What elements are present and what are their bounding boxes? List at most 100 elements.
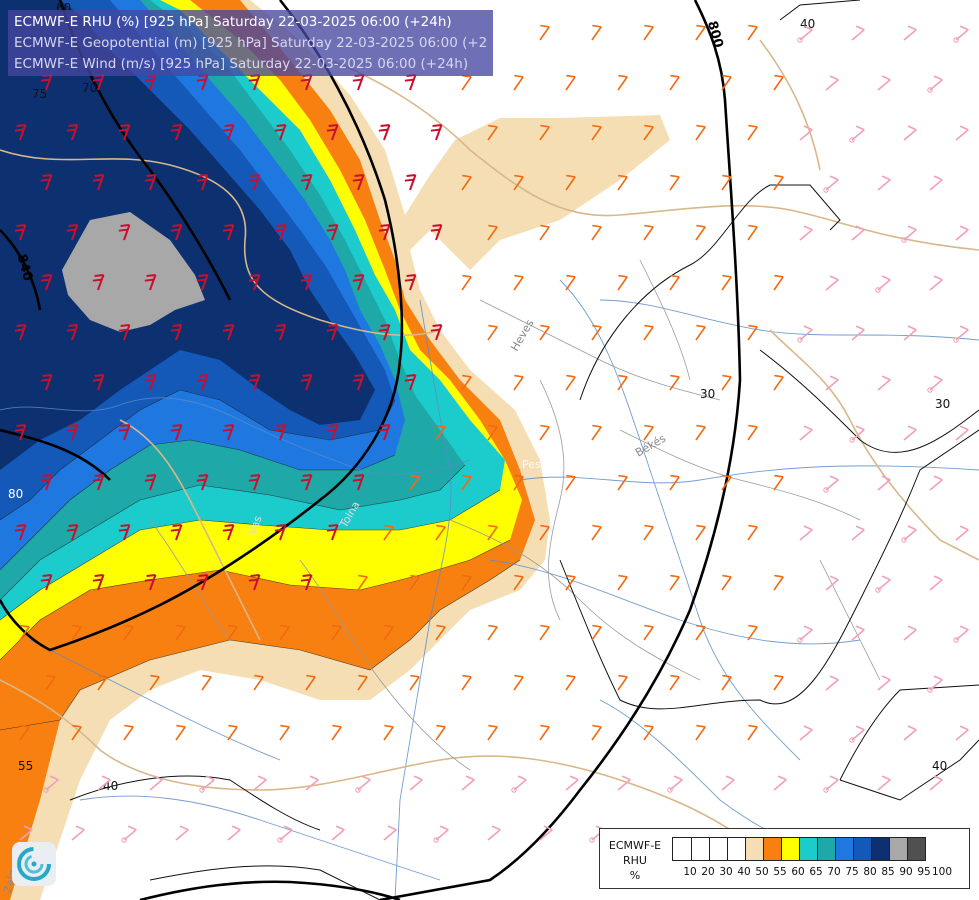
wind-barb: [903, 725, 917, 741]
wind-barb: [539, 424, 550, 441]
wind-barb: [274, 423, 287, 441]
wind-barb: [823, 475, 839, 493]
wind-barb: [591, 624, 602, 641]
wind-barb: [66, 123, 79, 141]
wind-barb: [227, 624, 238, 641]
wind-barb: [326, 123, 339, 141]
wind-barb: [617, 474, 628, 491]
wind-barb: [825, 275, 839, 291]
wind-barb: [849, 125, 865, 143]
wind-barb: [721, 74, 732, 91]
rhu-band-90: [62, 212, 205, 332]
wind-barb: [877, 375, 891, 391]
wind-barb: [825, 575, 839, 591]
legend-swatch: [817, 838, 835, 860]
wind-barb: [118, 523, 131, 541]
wind-barb: [144, 573, 157, 591]
wind-barb: [227, 825, 241, 841]
wind-barb: [461, 674, 472, 691]
wind-barb: [799, 425, 813, 441]
wind-barb: [404, 173, 417, 191]
wind-barb: [144, 373, 157, 391]
wind-barb: [773, 474, 784, 491]
ecmwf-swirl-icon: [12, 842, 56, 886]
wind-barb: [797, 625, 813, 643]
wind-barb: [331, 724, 342, 741]
wind-barb: [404, 373, 417, 391]
wind-barb: [747, 624, 758, 641]
wind-barb: [19, 825, 33, 841]
wind-barb: [903, 325, 917, 341]
wind-barb: [669, 174, 680, 191]
wind-barb: [144, 473, 157, 491]
wind-barb: [433, 825, 449, 843]
wind-barb: [40, 473, 53, 491]
legend-swatch: [853, 838, 871, 860]
wind-barb: [43, 775, 59, 793]
wind-barb: [877, 475, 891, 491]
wind-barb: [409, 674, 420, 691]
legend-swatch: [871, 838, 889, 860]
legend-tick: 20: [701, 866, 715, 878]
rhu-label-75: 75: [32, 87, 47, 101]
legend-swatch: [781, 838, 799, 860]
rhu-contour-lines: [0, 389, 521, 731]
legend-swatch: [835, 838, 853, 860]
wind-barb: [378, 423, 391, 441]
wind-barb: [799, 725, 813, 741]
wind-barb: [799, 525, 813, 541]
legend-tick: 85: [881, 866, 895, 878]
wind-barb: [430, 323, 443, 341]
wind-barb: [565, 374, 576, 391]
place-label-heves: Heves: [508, 317, 536, 353]
wind-barb: [591, 724, 602, 741]
legend-color-scale: [672, 837, 926, 861]
wind-barb: [378, 223, 391, 241]
wind-barb: [695, 724, 706, 741]
wind-barb: [773, 174, 784, 191]
wind-barb: [539, 624, 550, 641]
wind-barb: [144, 273, 157, 291]
wind-barb: [71, 724, 82, 741]
wind-barb: [565, 474, 576, 491]
legend-model: ECMWF-E: [608, 839, 662, 852]
wind-barb: [669, 374, 680, 391]
wind-barb: [565, 574, 576, 591]
wind-barb: [953, 325, 969, 343]
rhu-label-40a: 40: [800, 17, 815, 31]
wind-barb: [773, 775, 787, 791]
wind-barb: [903, 425, 917, 441]
wind-barb: [851, 25, 865, 41]
wind-barb: [66, 423, 79, 441]
wind-barb: [591, 524, 602, 541]
wind-barb: [643, 524, 654, 541]
wind-barb: [97, 674, 108, 691]
wind-barb: [721, 274, 732, 291]
wind-barb: [955, 425, 969, 441]
wind-barb: [773, 274, 784, 291]
wind-barb: [669, 574, 680, 591]
wind-barb: [383, 825, 397, 841]
geopotential-label-800: 800: [704, 19, 726, 49]
wind-barb: [643, 424, 654, 441]
geopotential-840-line: [0, 0, 404, 652]
wind-barb: [92, 473, 105, 491]
wind-barb: [695, 24, 706, 41]
wind-barb: [903, 125, 917, 141]
geopotential-label-840: 840: [14, 252, 36, 282]
wind-barb: [170, 323, 183, 341]
wind-barb: [539, 24, 550, 41]
wind-barb: [539, 724, 550, 741]
wind-barb: [617, 374, 628, 391]
wind-barb: [669, 74, 680, 91]
wind-barb: [617, 574, 628, 591]
wind-barb: [409, 775, 423, 791]
wind-barb: [92, 173, 105, 191]
geopotential-bottom-line: [139, 880, 401, 900]
wind-barb: [279, 624, 290, 641]
wind-barb: [721, 474, 732, 491]
wind-barb: [196, 273, 209, 291]
wind-barb: [901, 225, 917, 243]
wind-barb: [617, 775, 631, 791]
